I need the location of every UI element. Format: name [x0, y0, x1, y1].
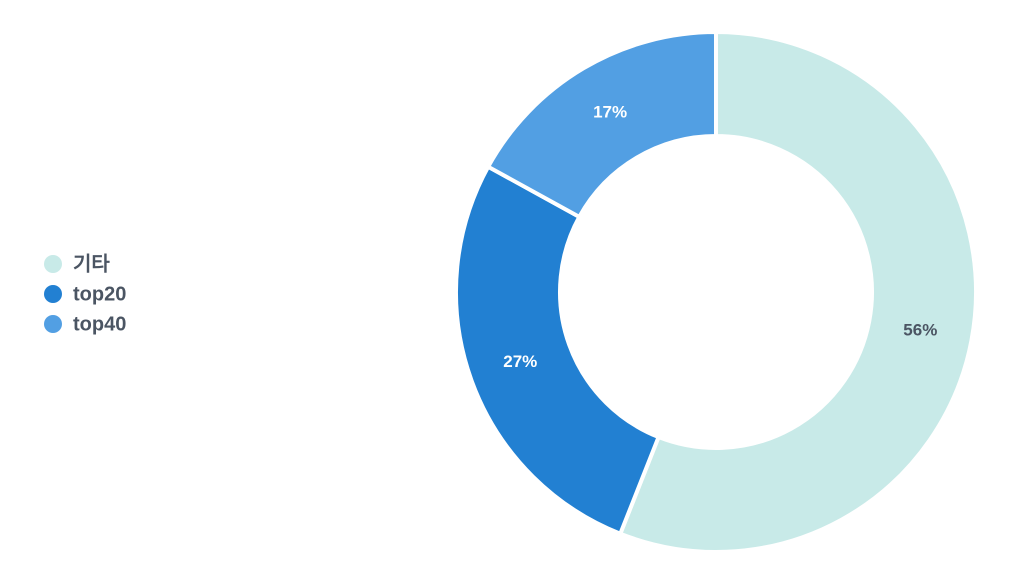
slice: [485, 29, 718, 220]
legend-label: 기타: [73, 252, 110, 275]
legend-marker: [44, 255, 62, 273]
slice: [454, 164, 662, 537]
slice-label: 17%: [593, 102, 627, 121]
legend-label: top20: [73, 283, 126, 305]
legend-marker: [44, 285, 62, 303]
legend-marker: [44, 315, 62, 333]
slice-label: 56%: [903, 320, 937, 339]
legend-label: top40: [73, 313, 126, 335]
slice: [617, 29, 978, 554]
slice-label: 27%: [503, 352, 537, 371]
